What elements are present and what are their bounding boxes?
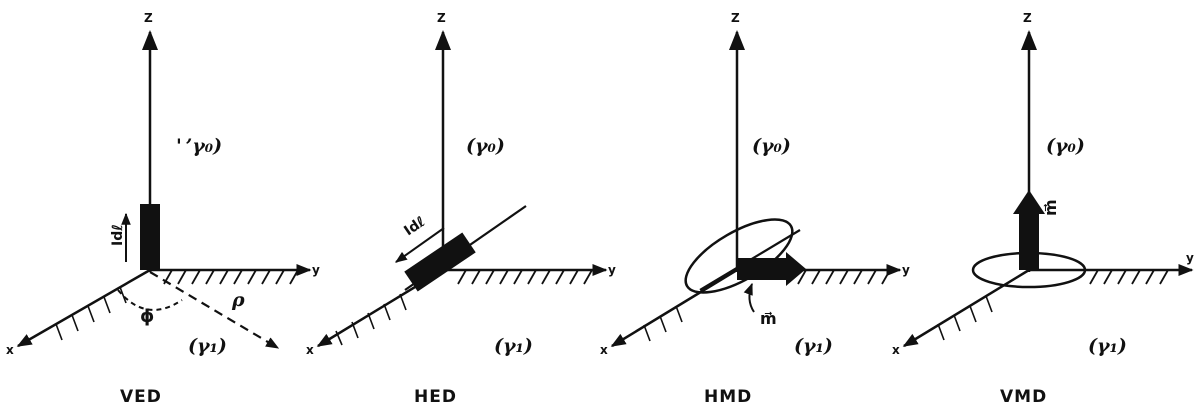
caption-hed: HED bbox=[414, 387, 457, 407]
upper-medium-label: (γ₀) bbox=[1046, 135, 1085, 157]
vertical-magnetic-dipole bbox=[1019, 212, 1039, 270]
panel-vmd: Z y x m⃗ (γ₀) (γ₁) VMD bbox=[892, 11, 1194, 407]
ground-hatching-y bbox=[1089, 269, 1169, 285]
x-axis bbox=[902, 268, 1030, 348]
x-axis bbox=[610, 268, 738, 348]
upper-medium-label: (γ₀) bbox=[466, 135, 505, 157]
caption-ved: VED bbox=[120, 387, 162, 407]
upper-medium-label: ' ’γ₀) bbox=[176, 135, 222, 157]
y-axis-label: y bbox=[608, 263, 616, 277]
ground-hatching-x bbox=[937, 295, 993, 341]
ground-hatching-x bbox=[335, 293, 407, 346]
ground-hatching-x bbox=[55, 286, 127, 341]
x-axis bbox=[16, 268, 151, 348]
source-label: Idℓ bbox=[110, 224, 126, 246]
moment-arrowhead bbox=[786, 252, 806, 286]
z-axis-label: Z bbox=[1023, 11, 1032, 25]
panel-hed: Z y x Idℓ (γ₀) (γ₁) HED bbox=[306, 11, 616, 407]
m-pointer bbox=[743, 282, 755, 313]
x-axis-label: x bbox=[892, 343, 900, 357]
upper-medium-label: (γ₀) bbox=[752, 135, 791, 157]
angle-label: ϕ bbox=[140, 306, 154, 327]
x-axis-label: x bbox=[6, 343, 14, 357]
lower-medium-label: (γ₁) bbox=[494, 335, 533, 357]
x-axis-label: x bbox=[600, 343, 608, 357]
ground-hatching-y bbox=[797, 269, 891, 285]
horizontal-electric-dipole bbox=[404, 232, 476, 292]
z-axis-label: Z bbox=[731, 11, 740, 25]
vertical-electric-dipole bbox=[140, 204, 160, 270]
panel-hmd: Z y x m⃗ (γ₀) (γ₁) HMD bbox=[600, 11, 910, 407]
z-axis-label: Z bbox=[437, 11, 446, 25]
lower-medium-label: (γ₁) bbox=[794, 335, 833, 357]
lower-medium-label: (γ₁) bbox=[1088, 335, 1127, 357]
distance-label: ρ bbox=[231, 289, 245, 311]
z-axis-label: Z bbox=[144, 11, 153, 25]
ground-hatching-x bbox=[643, 305, 683, 342]
horizontal-magnetic-dipole bbox=[737, 258, 789, 280]
panel-ved: Z y x Idℓ ρ ϕ ' ’γ₀) (γ₁) bbox=[6, 11, 320, 407]
current-arrow bbox=[395, 227, 445, 263]
source-label: m⃗ bbox=[760, 309, 777, 328]
lower-medium-label: (γ₁) bbox=[188, 335, 227, 357]
y-axis-label: y bbox=[902, 263, 910, 277]
phi-arc bbox=[117, 289, 183, 311]
source-label: m⃗ bbox=[1041, 199, 1060, 216]
rho-line bbox=[149, 271, 280, 349]
y-axis-label: y bbox=[312, 263, 320, 277]
current-loop bbox=[684, 218, 794, 294]
caption-vmd: VMD bbox=[1000, 387, 1047, 407]
caption-hmd: HMD bbox=[704, 387, 752, 407]
ground-hatching-y bbox=[457, 269, 593, 285]
ground-hatching-y bbox=[163, 269, 299, 285]
y-axis-label: y bbox=[1186, 251, 1194, 265]
x-axis-label: x bbox=[306, 343, 314, 357]
source-label: Idℓ bbox=[401, 214, 428, 239]
moment-arrowhead bbox=[1013, 190, 1045, 214]
